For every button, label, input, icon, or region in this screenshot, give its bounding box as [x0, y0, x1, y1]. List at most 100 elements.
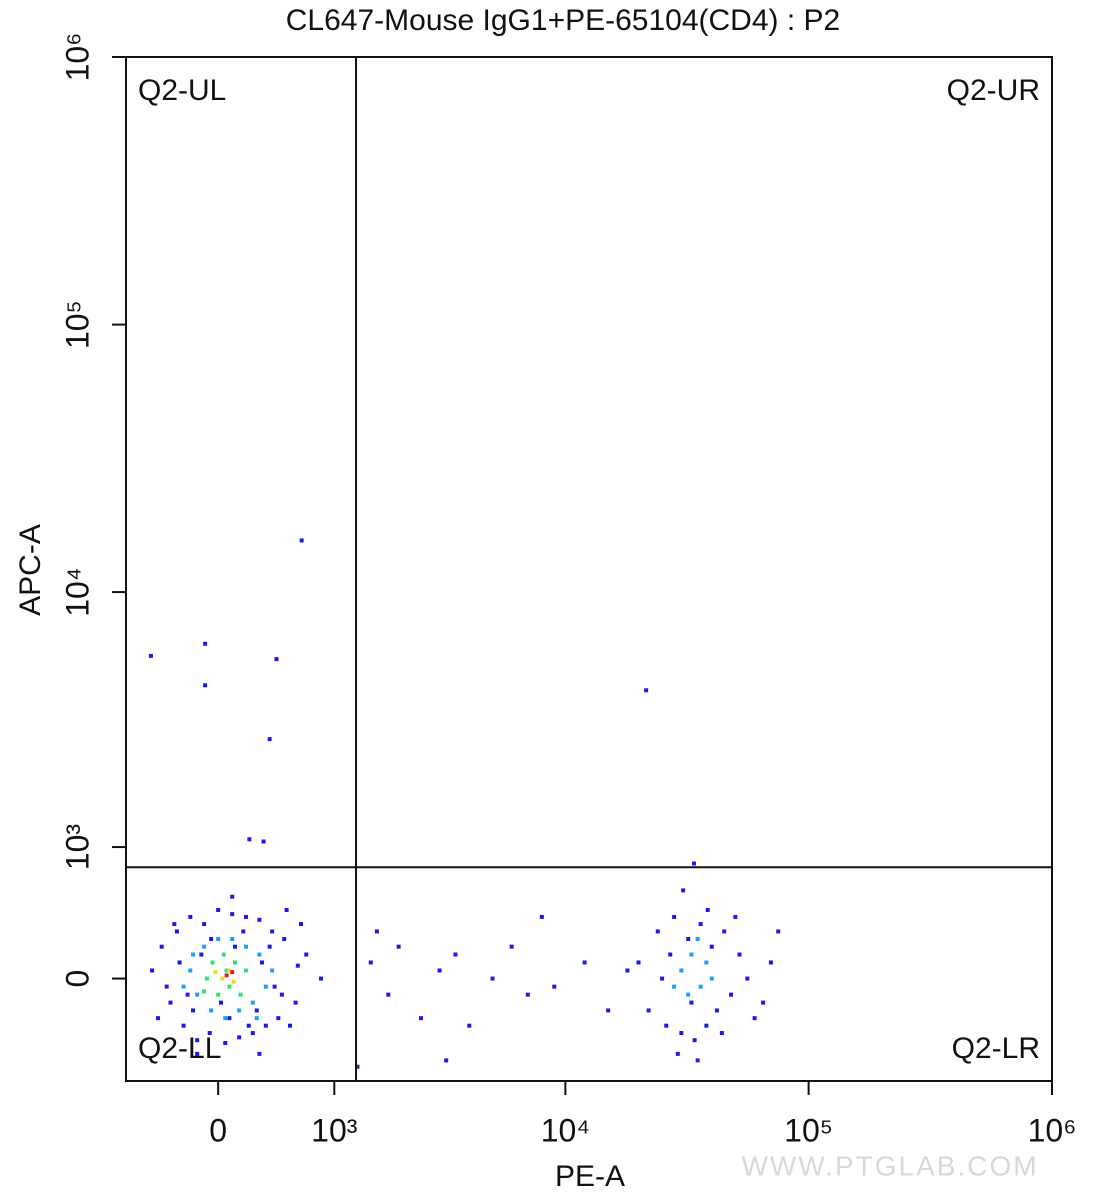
data-point	[318, 976, 323, 981]
data-point	[274, 657, 279, 662]
data-point	[737, 952, 742, 957]
data-point	[213, 970, 218, 975]
data-point	[202, 944, 207, 949]
data-point	[172, 922, 177, 927]
data-point	[164, 984, 169, 989]
data-point	[776, 929, 781, 934]
x-axis-label: PE-A	[555, 1160, 625, 1193]
data-point	[230, 970, 235, 975]
data-point	[679, 1031, 684, 1036]
data-point	[188, 968, 193, 973]
x-tick-label: 10⁴	[541, 1112, 590, 1148]
data-point	[704, 960, 709, 965]
data-point	[233, 944, 238, 949]
data-point	[761, 1000, 766, 1005]
data-point	[672, 984, 677, 989]
y-tick-label: 10⁴	[59, 567, 95, 616]
data-point	[244, 914, 249, 919]
data-point	[250, 1031, 255, 1036]
data-point	[174, 929, 179, 934]
data-point	[202, 922, 207, 927]
data-point	[230, 936, 235, 941]
chart-title: CL647-Mouse IgG1+PE-65104(CD4) : P2	[286, 4, 840, 37]
quadrant-label: Q2-LL	[138, 1032, 221, 1065]
data-point	[374, 929, 379, 934]
data-point	[698, 984, 703, 989]
data-point	[692, 1038, 697, 1043]
data-point	[210, 960, 215, 965]
data-point	[168, 1000, 173, 1005]
data-point	[689, 952, 694, 957]
data-point	[199, 952, 204, 957]
data-point	[254, 1008, 259, 1013]
data-point	[679, 968, 684, 973]
data-point	[270, 968, 275, 973]
x-tick-label: 0	[209, 1112, 227, 1148]
data-point	[221, 952, 226, 957]
data-point	[261, 839, 266, 844]
data-point	[270, 929, 275, 934]
data-point	[490, 976, 495, 981]
data-point	[216, 992, 221, 997]
data-point	[660, 976, 665, 981]
data-point	[293, 1000, 298, 1005]
data-point	[227, 968, 232, 973]
data-point	[223, 1041, 228, 1046]
data-point	[582, 960, 587, 965]
data-point	[282, 936, 287, 941]
x-tick-label: 10⁶	[1028, 1112, 1077, 1148]
data-point	[195, 1038, 200, 1043]
data-point	[250, 1000, 255, 1005]
quadrant-label: Q2-LR	[952, 1032, 1040, 1065]
data-point	[279, 992, 284, 997]
y-tick-label: 10⁵	[59, 300, 95, 349]
data-point	[246, 1023, 251, 1028]
data-point	[552, 984, 557, 989]
data-point	[267, 944, 272, 949]
data-point	[241, 929, 246, 934]
data-point	[181, 1023, 186, 1028]
y-tick-label: 10³	[59, 824, 95, 871]
data-point	[276, 1016, 281, 1021]
data-point	[247, 837, 252, 842]
data-point	[719, 1031, 724, 1036]
x-tick-label: 10⁵	[784, 1112, 833, 1148]
data-point	[257, 1051, 262, 1056]
data-point	[209, 1008, 214, 1013]
data-point	[191, 952, 196, 957]
data-point	[263, 984, 268, 989]
data-point	[733, 914, 738, 919]
data-point	[695, 936, 700, 941]
y-tick-label: 0	[59, 970, 95, 988]
data-point	[203, 683, 208, 688]
data-point	[453, 952, 458, 957]
data-point	[207, 1031, 212, 1036]
data-point	[224, 973, 229, 978]
data-point	[220, 976, 225, 981]
data-point	[606, 1008, 611, 1013]
data-point	[304, 952, 309, 957]
data-point	[185, 992, 190, 997]
y-axis-label: APC-A	[14, 524, 47, 616]
data-point	[195, 1051, 200, 1056]
quadrant-label: Q2-UL	[138, 74, 226, 107]
data-point	[686, 992, 691, 997]
data-point	[224, 968, 229, 973]
data-point	[355, 1064, 360, 1069]
data-point	[227, 1016, 232, 1021]
data-point	[722, 929, 727, 934]
data-point	[254, 1016, 259, 1021]
data-point	[539, 914, 544, 919]
data-point	[237, 1008, 242, 1013]
x-tick-label: 10³	[311, 1112, 358, 1148]
data-point	[467, 1023, 472, 1028]
data-point	[148, 653, 153, 658]
data-point	[672, 914, 677, 919]
data-point	[668, 952, 673, 957]
data-point	[257, 952, 262, 957]
data-point	[655, 929, 660, 934]
data-point	[188, 914, 193, 919]
data-point	[444, 1058, 449, 1063]
data-point	[231, 979, 236, 984]
